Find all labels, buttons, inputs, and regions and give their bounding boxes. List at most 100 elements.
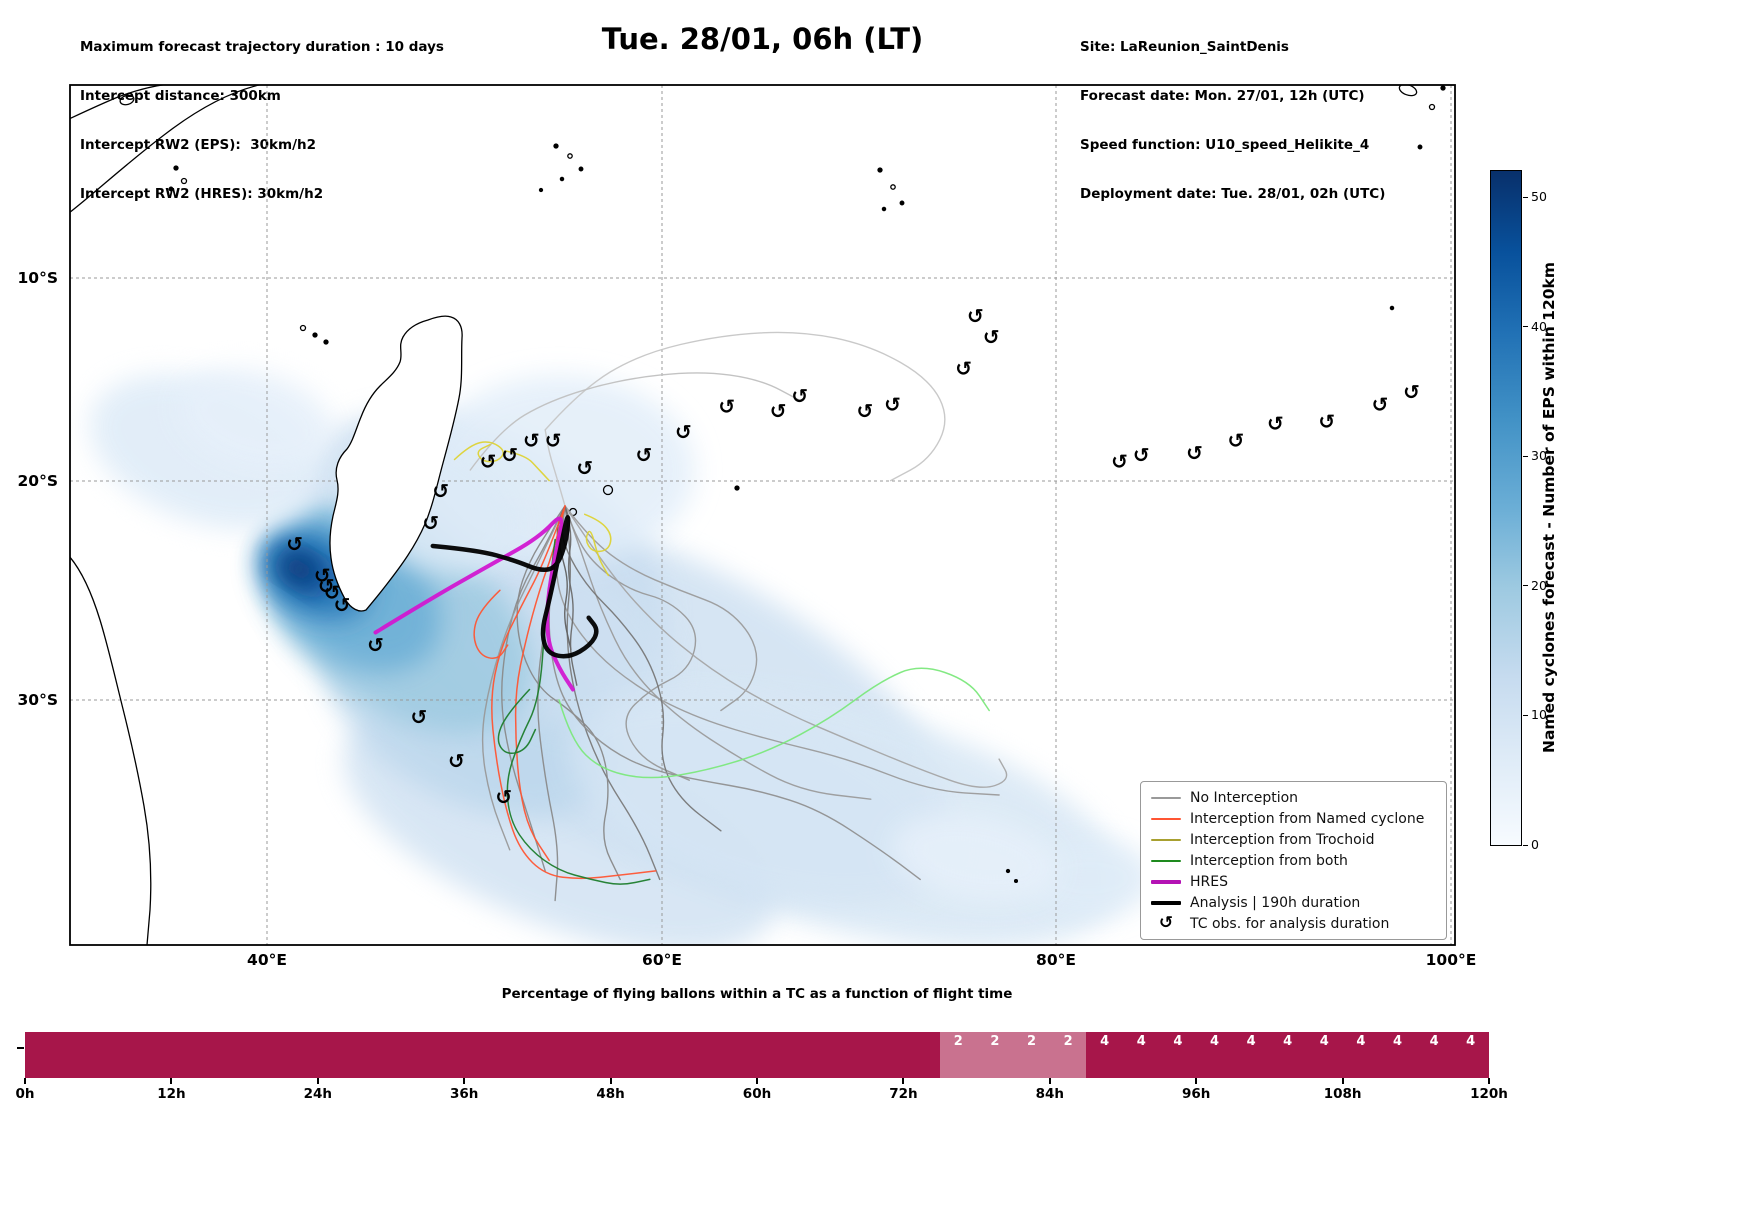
trajectory-trochoid (505, 450, 550, 482)
balloon-count: 4 (1319, 1034, 1329, 1049)
bottom-axis-tick (463, 1078, 466, 1084)
colorbar-tick-label: 50 (1531, 189, 1547, 205)
legend-line-sample (1150, 879, 1182, 884)
legend-line (1151, 796, 1181, 799)
colorbar-tick-label: 30 (1531, 448, 1547, 464)
balloon-count: 4 (1100, 1034, 1110, 1049)
setting-line: Intercept RW2 (EPS): 30km/h2 (80, 137, 316, 154)
tc-observations-layer: ↺↺↺ ↺↺ ↺↺↺↺↺ ↺↺↺ ↺↺↺↺↺ ↺ ↺↺↺ ↺↺↺↺↺↺↺↺↺↺↺↺ (286, 304, 1420, 809)
balloon-count: 4 (1246, 1034, 1256, 1049)
trajectory-no_interception (469, 372, 801, 471)
colorbar-tick (1523, 196, 1528, 198)
trajectory-both (506, 538, 651, 885)
coastlines (70, 85, 1446, 945)
bottom-axis-tick (24, 1078, 26, 1084)
africa-coastline (70, 556, 152, 945)
bottom-axis-tick (1341, 1078, 1344, 1084)
tc-obs-symbol: ↺ (1403, 380, 1420, 404)
bottom-axis-tick-label: 36h (449, 1086, 479, 1102)
legend-line-sample (1150, 838, 1182, 841)
x-tick-label: 80°E (1036, 951, 1076, 969)
balloon-count: 4 (1429, 1034, 1439, 1049)
trajectory-no_interception (564, 505, 1008, 788)
somalia-coastline (70, 85, 262, 214)
island-seychelles (538, 187, 544, 193)
colorbar-label: Named cyclones forecast - Number of EPS … (1540, 262, 1558, 754)
island (180, 177, 188, 185)
balloon-count: 4 (1209, 1034, 1220, 1049)
tc-obs-symbol: ↺ (501, 443, 518, 467)
tc-obs-symbol: ↺ (324, 580, 341, 604)
balloon-count: 4 (1356, 1034, 1366, 1049)
trajectory-no_interception (564, 505, 758, 712)
x-tick-label: 100°E (1425, 951, 1477, 969)
bottom-axis-tick (1048, 1078, 1051, 1084)
island (1440, 85, 1446, 91)
balloon-bar-light-segment (940, 1032, 1087, 1078)
site-line: Deployment date: Tue. 28/01, 02h (UTC) (1080, 186, 1386, 203)
island (173, 165, 179, 171)
colorbar-tick (1523, 326, 1528, 328)
balloon-count: 2 (1063, 1034, 1073, 1049)
density-blob (176, 369, 334, 471)
trajectory-no_interception (481, 505, 566, 851)
legend-rows: No Interception Interception from Named c… (1141, 787, 1446, 934)
balloon-count: 2 (1026, 1034, 1037, 1049)
tc-obs-symbol: ↺ (884, 393, 901, 417)
island-mauritius (602, 484, 614, 496)
colorbar-tick-label: 10 (1531, 707, 1547, 723)
trajectory-analysis (430, 515, 599, 659)
trajectory-trochoid (453, 441, 504, 463)
site-line: Speed function: U10_speed_Helikite_4 (1080, 137, 1370, 154)
tc-obs-symbol: ↺ (1372, 393, 1389, 417)
trajectory-named_cyclone (473, 589, 509, 660)
tc-obs-symbol: ↺ (770, 399, 787, 423)
trajectory-no_interception (556, 505, 1000, 796)
tc-obs-symbol: ↺ (422, 511, 439, 535)
tc-obs-symbol: ↺ (432, 479, 449, 503)
legend-label: Interception from Trochoid (1190, 831, 1375, 848)
balloon-count: 4 (1466, 1034, 1476, 1049)
tc-obs-symbol: ↺ (480, 450, 497, 474)
tc-obs-symbol: ↺ (675, 420, 692, 444)
tc-obs-symbol: ↺ (791, 384, 808, 408)
tc-obs-symbol: ↺ (955, 357, 972, 381)
legend: No Interception Interception from Named c… (1140, 781, 1447, 940)
bottom-axis-tick-label: 60h (742, 1086, 772, 1102)
legend-line (1151, 838, 1181, 841)
bottom-axis-tick (316, 1078, 319, 1084)
density-blob (567, 694, 953, 906)
colorbar-tick-label: 40 (1531, 318, 1547, 334)
site-info: Site: LaReunion_SaintDenis Forecast date… (1080, 6, 1385, 236)
island (1013, 878, 1019, 884)
tc-obs-symbol: ↺ (448, 749, 465, 773)
island-rodrigues (734, 485, 740, 491)
bottom-axis-tick (609, 1078, 612, 1084)
island (312, 332, 318, 338)
tc-obs-symbol: ↺ (983, 325, 1000, 349)
trajectory-no_interception (516, 505, 621, 881)
bottom-axis-tick-label: 120h (1470, 1086, 1508, 1102)
trajectory-no_interception (564, 505, 697, 781)
colorbar-tick (1523, 455, 1528, 457)
balloon-count: 4 (1392, 1034, 1403, 1049)
bottom-axis-tick-label: 0h (15, 1086, 35, 1102)
colorbar-tick (1523, 714, 1528, 716)
site-line: Site: LaReunion_SaintDenis (1080, 38, 1289, 55)
balloon-count: 4 (1283, 1034, 1293, 1049)
bottom-axis-tick (756, 1078, 758, 1084)
trajectory-no_interception (564, 505, 578, 686)
colorbar-tick (1523, 844, 1528, 846)
tc-obs-legend-icon: ↺ (1158, 913, 1174, 933)
balloon-count: 2 (990, 1034, 1000, 1049)
island-chagos (881, 206, 887, 212)
legend-line-sample (1150, 859, 1182, 862)
tc-obs-symbol: ↺ (411, 705, 428, 729)
y-tick-label: 30°S (17, 691, 58, 709)
tc-obs-symbol: ↺ (545, 429, 562, 453)
trajectory-no_interception (544, 429, 566, 507)
setting-line: Intercept RW2 (HRES): 30km/h2 (80, 186, 324, 203)
density-blob (283, 555, 315, 583)
x-tick-label: 60°E (642, 951, 682, 969)
